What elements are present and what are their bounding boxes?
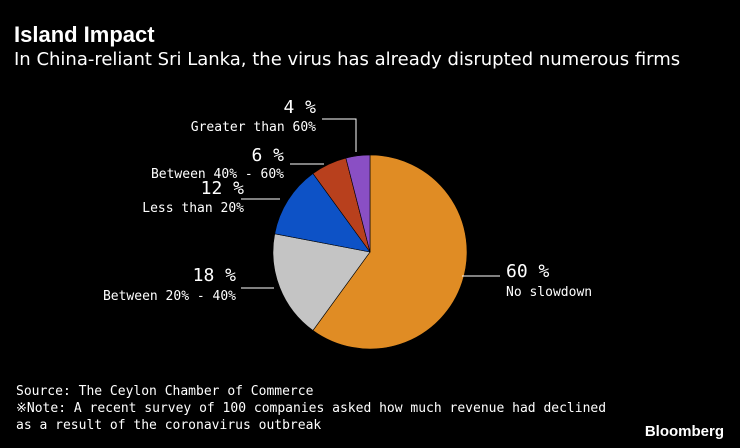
pie-slice-no-slowdown bbox=[312, 154, 468, 350]
category-label-between-20-40: Between 20% - 40% bbox=[103, 289, 236, 304]
category-label-no-slowdown: No slowdown bbox=[506, 285, 592, 300]
value-label-greater-than-60: 4 % bbox=[283, 97, 316, 118]
category-label-between-40-60: Between 40% - 60% bbox=[151, 167, 284, 182]
bloomberg-logo: Bloomberg bbox=[644, 423, 724, 440]
chart-subtitle: In China-reliant Sri Lanka, the virus ha… bbox=[14, 49, 681, 70]
value-label-less-than-20: 12 % bbox=[201, 178, 245, 199]
value-label-no-slowdown: 60 % bbox=[506, 261, 550, 282]
pie-slice-between-20-40 bbox=[272, 233, 371, 331]
value-label-between-20-40: 18 % bbox=[193, 265, 237, 286]
category-label-less-than-20: Less than 20% bbox=[142, 201, 244, 216]
pie-slice-greater-than-60 bbox=[345, 154, 371, 253]
value-label-between-40-60: 6 % bbox=[251, 145, 284, 166]
note-line-2: as a result of the coronavirus outbreak bbox=[16, 418, 322, 433]
note-line-1: ※Note: A recent survey of 100 companies … bbox=[16, 401, 607, 416]
pie-slice-less-than-20 bbox=[274, 173, 371, 253]
chart-footer: Source: The Ceylon Chamber of Commerce ※… bbox=[16, 383, 606, 434]
leader-line-greater-than-60 bbox=[322, 118, 357, 152]
category-label-greater-than-60: Greater than 60% bbox=[191, 120, 316, 135]
chart-title: Island Impact bbox=[14, 22, 155, 47]
source-text: Source: The Ceylon Chamber of Commerce bbox=[16, 384, 314, 399]
